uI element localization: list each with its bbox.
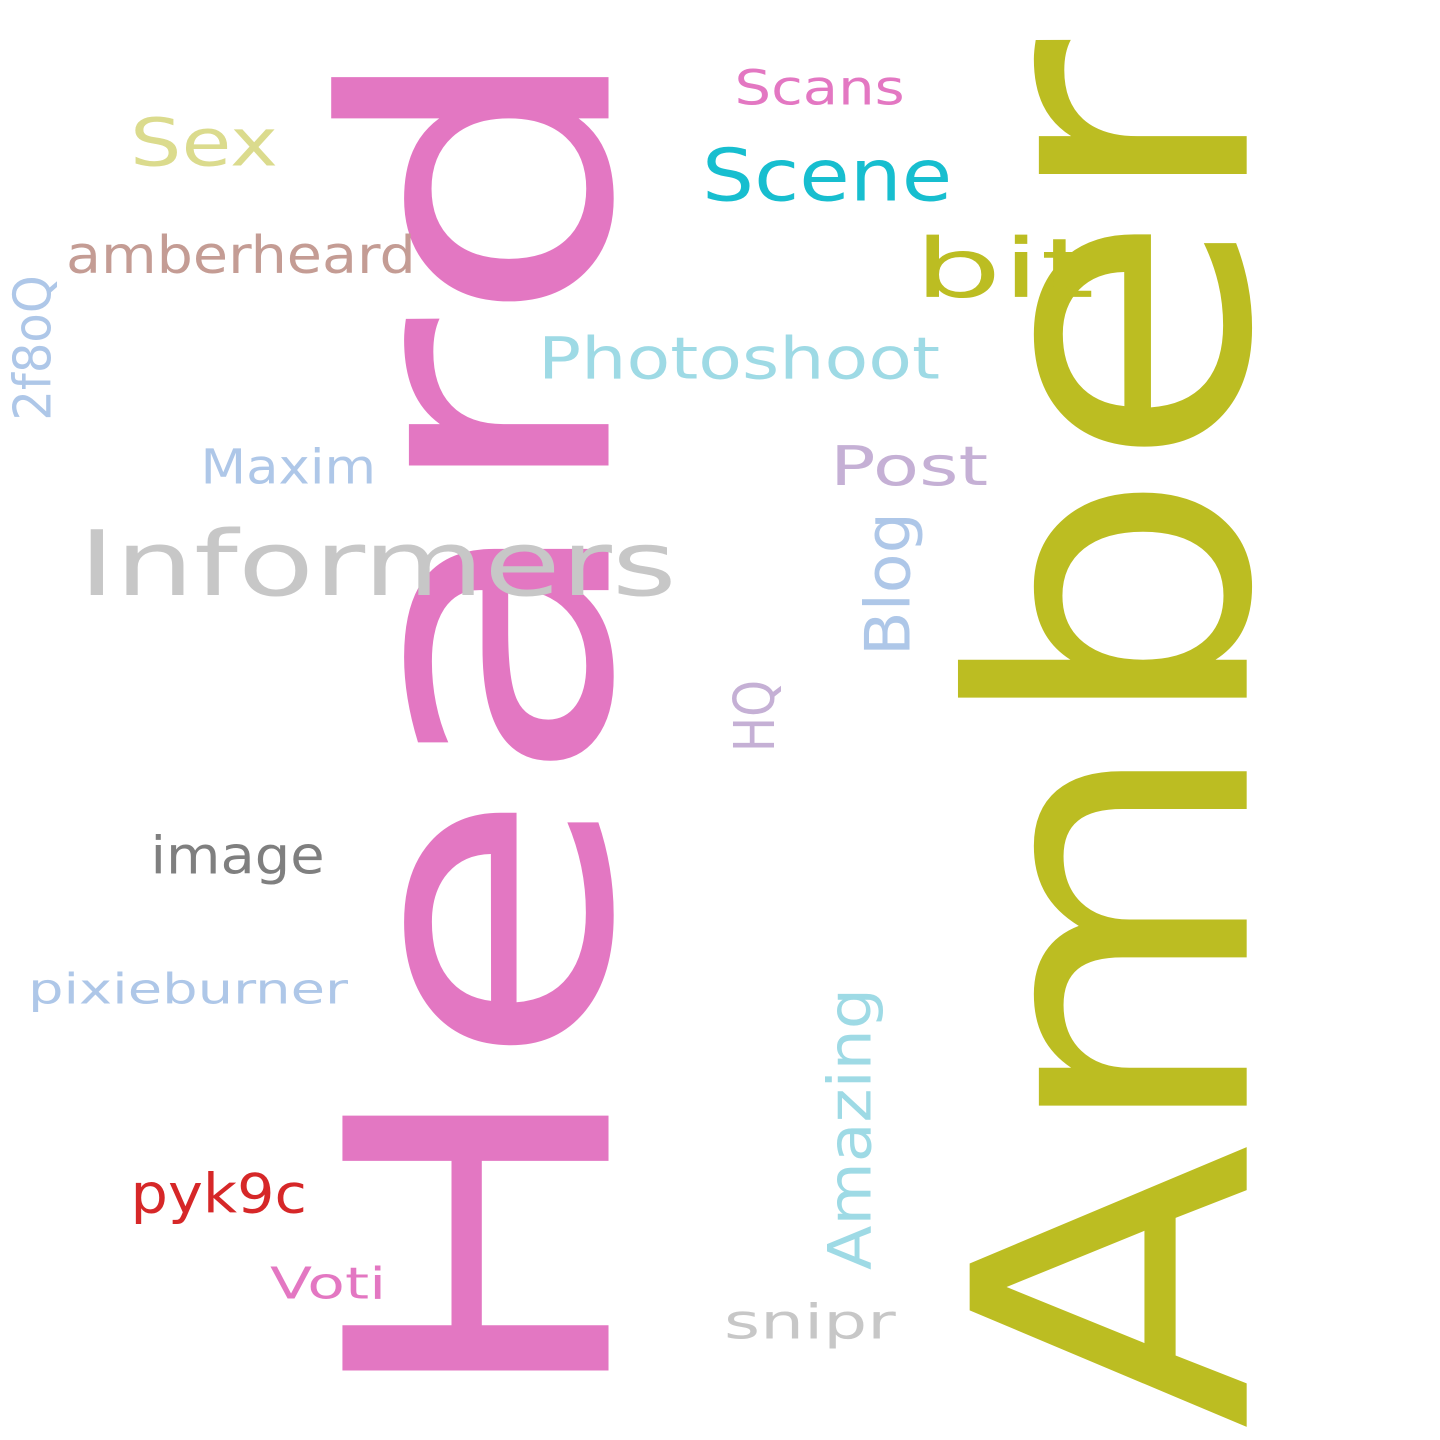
- word-image: image: [150, 824, 325, 887]
- word-scene: Scene: [702, 133, 953, 218]
- word-snipr: snipr: [724, 1293, 896, 1351]
- word-amazing: Amazing: [814, 988, 886, 1270]
- word-hq: HQ: [721, 679, 787, 753]
- word-scans: Scans: [733, 59, 905, 117]
- word-sex: Sex: [130, 104, 278, 181]
- word-informers: Informers: [77, 512, 677, 617]
- word-photoshoot: Photoshoot: [538, 325, 941, 393]
- word-bit: bit: [913, 220, 1095, 317]
- word-amberheard: amberheard: [65, 225, 416, 287]
- word-post: Post: [829, 435, 989, 499]
- word-pixieburner: pixieburner: [27, 964, 349, 1014]
- word-pyk9c: pyk9c: [130, 1163, 307, 1227]
- word-blog: Blog: [852, 512, 925, 656]
- word-voti: Voti: [269, 1258, 387, 1310]
- word-2f8oq: 2f8oQ: [1, 274, 63, 421]
- word-maxim: Maxim: [199, 438, 376, 496]
